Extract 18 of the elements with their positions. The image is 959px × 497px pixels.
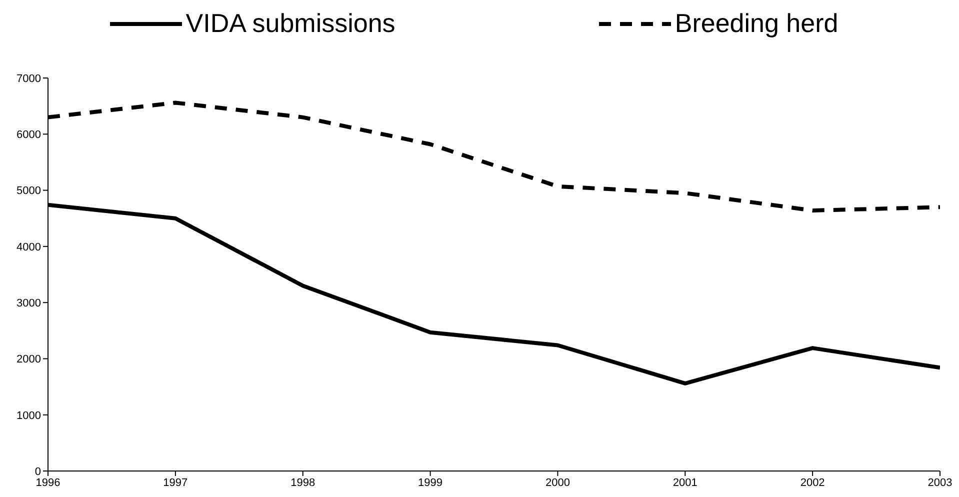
y-tick-label: 6000	[16, 129, 41, 142]
y-tick-label: 5000	[16, 185, 41, 198]
legend-label: VIDA submissions	[186, 8, 396, 39]
x-tick-label: 2002	[800, 476, 825, 489]
x-tick-label: 2003	[928, 476, 952, 489]
x-tick-label: 1996	[36, 476, 60, 489]
x-tick-label: 1997	[163, 476, 188, 489]
x-tick-label: 2000	[545, 476, 570, 489]
y-tick-label: 1000	[16, 410, 41, 422]
y-tick-label: 4000	[16, 241, 41, 254]
y-tick-label: 0	[34, 466, 41, 478]
y-tick-label: 2000	[16, 354, 41, 366]
legend-label: Breeding herd	[674, 8, 838, 39]
y-tick-label: 3000	[16, 297, 41, 310]
x-tick-label: 1999	[418, 476, 443, 489]
x-tick-label: 1998	[290, 476, 316, 489]
y-tick-label: 7000	[16, 72, 41, 85]
x-tick-label: 2001	[672, 476, 698, 489]
